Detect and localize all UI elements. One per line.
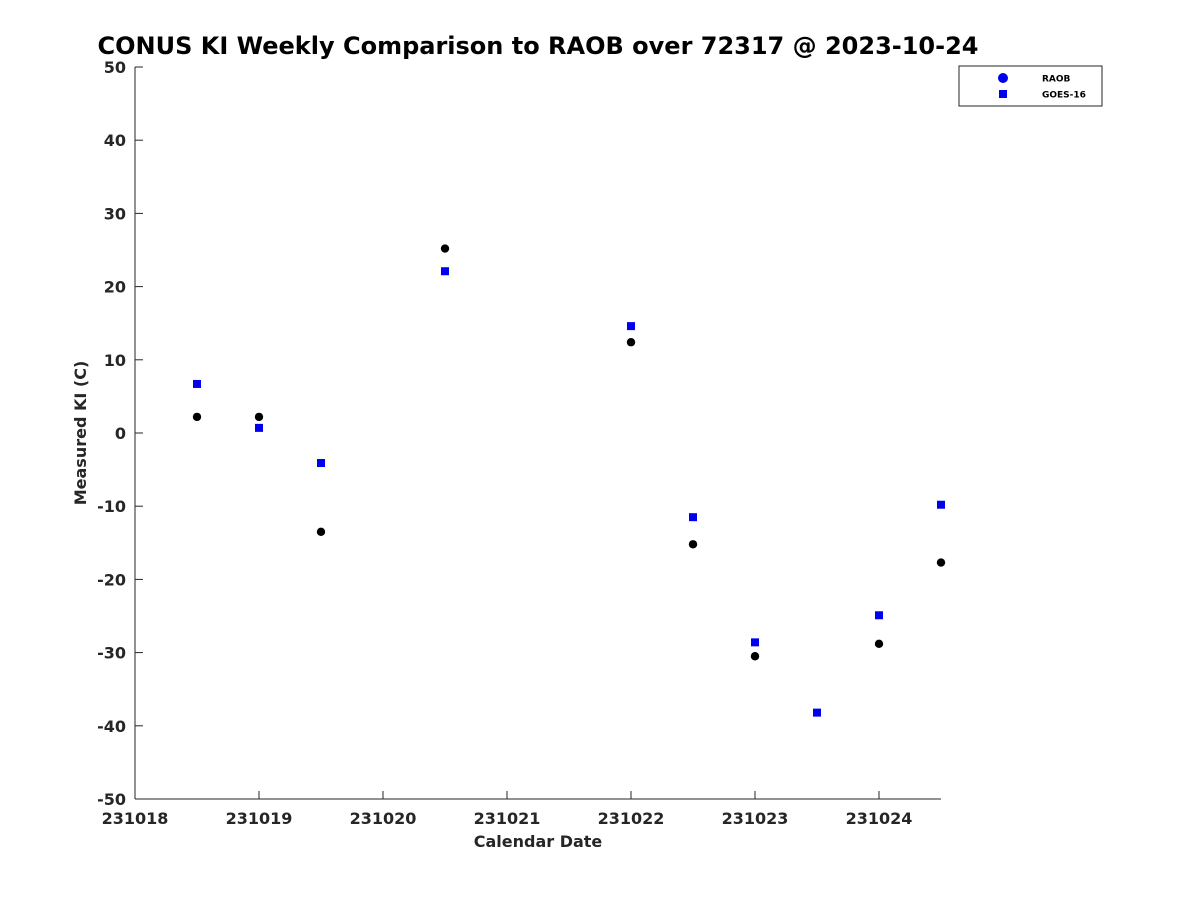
raob-point bbox=[750, 652, 760, 661]
x-tick-label: 231019 bbox=[226, 809, 293, 828]
raob-point bbox=[192, 412, 202, 422]
series-goes-16 bbox=[193, 267, 945, 717]
y-tick-label: 30 bbox=[104, 204, 126, 223]
y-axis-label: Measured KI (C) bbox=[71, 361, 90, 506]
x-tick-label: 231021 bbox=[474, 809, 541, 828]
legend-box bbox=[958, 65, 1103, 107]
legend-entry-label: RAOB bbox=[1042, 75, 1071, 85]
y-tick-label: -50 bbox=[97, 790, 126, 809]
y-tick-label: -20 bbox=[97, 570, 126, 589]
legend: RAOB GOES-16 bbox=[958, 65, 1103, 107]
goes16-point bbox=[875, 611, 883, 620]
goes16-point bbox=[317, 459, 325, 468]
y-tick-label: 50 bbox=[104, 58, 126, 77]
goes16-point bbox=[627, 322, 635, 331]
goes16-point bbox=[441, 267, 449, 276]
y-tick-label: 40 bbox=[104, 131, 126, 150]
raob-point bbox=[874, 639, 884, 649]
raob-point bbox=[254, 412, 264, 422]
legend-entry-label: GOES-16 bbox=[1042, 91, 1086, 101]
raob-point bbox=[316, 527, 326, 537]
x-tick-label: 231024 bbox=[846, 809, 913, 828]
x-axis-ticks: 231018 231019 231020 231021 231022 231023 2310… bbox=[102, 791, 913, 828]
y-tick-label: 0 bbox=[115, 424, 126, 443]
raob-point bbox=[688, 540, 698, 549]
goes16-point bbox=[813, 708, 821, 717]
y-axis-ticks: -50 -40 -30 -20 -10 0 10 20 30 40 50 bbox=[97, 58, 143, 809]
y-tick-label: 10 bbox=[104, 351, 126, 370]
data-points bbox=[192, 244, 946, 717]
series-raob bbox=[192, 244, 946, 661]
goes16-point bbox=[689, 513, 697, 522]
chart-title: CONUS KI Weekly Comparison to RAOB over … bbox=[98, 32, 979, 60]
x-tick-label: 231022 bbox=[598, 809, 665, 828]
x-tick-label: 231020 bbox=[350, 809, 417, 828]
goes16-point bbox=[751, 638, 759, 647]
y-tick-label: -40 bbox=[97, 717, 126, 736]
y-tick-label: -10 bbox=[97, 497, 126, 516]
goes16-point bbox=[937, 500, 945, 509]
legend-marker-raob bbox=[998, 73, 1008, 83]
plot-area: 231018 231019 231020 231021 231022 231023 2310… bbox=[97, 58, 946, 828]
y-tick-label: -30 bbox=[97, 644, 126, 663]
x-axis-label: Calendar Date bbox=[474, 832, 603, 851]
x-tick-label: 231018 bbox=[102, 809, 169, 828]
legend-marker-goes16 bbox=[999, 90, 1007, 98]
raob-point bbox=[936, 558, 946, 567]
goes16-point bbox=[193, 379, 201, 388]
raob-point bbox=[626, 338, 636, 347]
goes16-point bbox=[255, 423, 263, 432]
x-tick-label: 231023 bbox=[722, 809, 789, 828]
raob-point bbox=[440, 244, 450, 253]
y-tick-label: 20 bbox=[104, 278, 126, 297]
